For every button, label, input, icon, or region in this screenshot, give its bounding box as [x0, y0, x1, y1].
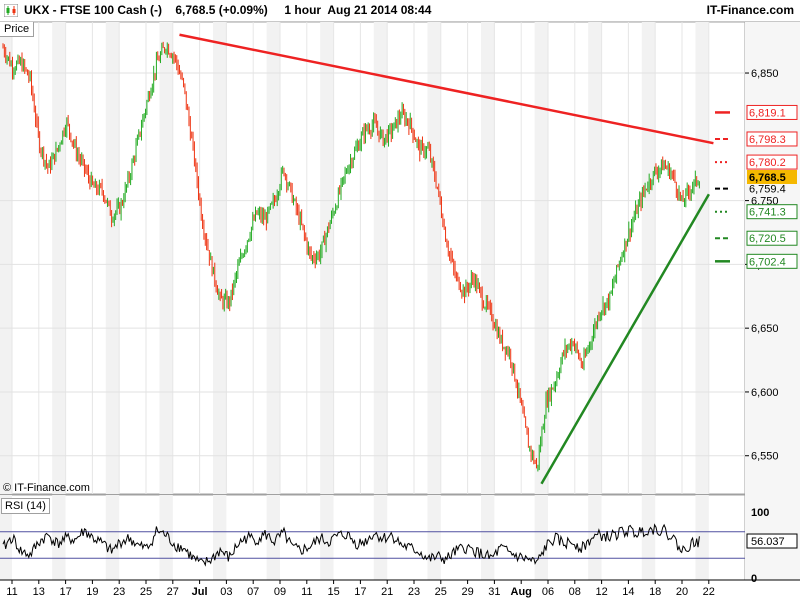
grid-band — [52, 495, 66, 580]
grid-band — [266, 22, 280, 494]
grid-band — [695, 495, 709, 580]
x-tick-label: 21 — [381, 586, 393, 598]
current-price-box — [747, 169, 797, 184]
x-tick-label: Jul — [192, 586, 208, 598]
rsi-value-box — [746, 533, 798, 549]
rsi-panel-tab[interactable]: RSI (14) — [1, 498, 50, 514]
x-tick-label: 12 — [595, 586, 607, 598]
rsi-line — [2, 523, 700, 567]
level-label: 6,759.4 — [749, 184, 786, 196]
grid-band — [481, 22, 495, 494]
copyright-label: © IT-Finance.com — [3, 482, 90, 494]
x-tick-label: 20 — [676, 586, 688, 598]
level-label: 6,819.1 — [749, 107, 786, 119]
x-tick-label: 23 — [408, 586, 420, 598]
level-box — [746, 104, 798, 120]
brand-label: IT-Finance.com — [706, 3, 794, 17]
grid-band — [427, 22, 441, 494]
level-box — [746, 131, 798, 147]
chart-title: UKX - FTSE 100 Cash (-) 6,768.5 (+0.09%)… — [24, 3, 432, 17]
grid-band — [159, 495, 173, 580]
grid-band — [588, 22, 602, 494]
support-trendline — [540, 193, 710, 485]
rsi-y-tick-label: 0 — [751, 573, 757, 585]
grid-band — [641, 22, 656, 494]
grid-band — [266, 495, 280, 580]
current-price-label: 6,768.5 — [749, 172, 786, 184]
chart-header: UKX - FTSE 100 Cash (-) 6,768.5 (+0.09%)… — [0, 0, 800, 22]
level-label: 6,741.3 — [749, 207, 786, 219]
grid-band — [588, 495, 602, 580]
grid-band — [213, 22, 227, 494]
candlestick-chart-icon — [4, 4, 18, 17]
x-tick-label: 25 — [435, 586, 447, 598]
resistance-trendline — [179, 33, 714, 145]
x-tick-label: 09 — [274, 586, 286, 598]
grid-band — [0, 495, 12, 580]
grid-band — [320, 495, 334, 580]
x-tick-label: 29 — [461, 586, 473, 598]
grid-band — [534, 495, 548, 580]
level-box — [746, 253, 798, 269]
grid-band — [641, 495, 656, 580]
level-label: 6,702.4 — [749, 256, 786, 268]
level-label: 6,780.2 — [749, 157, 786, 169]
x-tick-label: Aug — [511, 586, 532, 598]
grid-band — [213, 495, 227, 580]
level-label: 6,720.5 — [749, 233, 786, 245]
price-panel-tab[interactable]: Price — [0, 22, 35, 37]
grid-band — [695, 22, 709, 494]
grid-band — [427, 495, 441, 580]
x-tick-label: 06 — [542, 586, 554, 598]
grid-band — [52, 22, 66, 494]
y-tick-label: 6,850 — [751, 68, 779, 80]
grid-band — [373, 22, 388, 494]
grid-band — [481, 495, 495, 580]
grid-band — [534, 22, 548, 494]
level-box — [746, 230, 798, 246]
x-tick-label: 11 — [301, 586, 312, 598]
grid-band — [105, 495, 120, 580]
rsi-value-label: 56.037 — [751, 536, 785, 548]
y-tick-label: 6,650 — [751, 323, 779, 335]
x-tick-label: 13 — [33, 586, 45, 598]
grid-band — [105, 22, 120, 494]
x-tick-label: 23 — [113, 586, 125, 598]
x-tick-label: 22 — [703, 586, 715, 598]
level-label: 6,798.3 — [749, 134, 786, 146]
x-tick-label: 17 — [59, 586, 71, 598]
x-tick-label: 17 — [354, 586, 366, 598]
grid-band — [0, 22, 12, 494]
x-tick-label: 14 — [622, 586, 634, 598]
x-tick-label: 08 — [569, 586, 581, 598]
x-tick-label: 18 — [649, 586, 661, 598]
x-tick-label: 27 — [167, 586, 179, 598]
grid-band — [320, 22, 334, 494]
y-tick-label: 6,600 — [751, 387, 779, 399]
level-box — [746, 154, 798, 170]
x-tick-label: 31 — [488, 586, 500, 598]
rsi-y-tick-label: 100 — [751, 507, 769, 519]
x-tick-label: 11 — [6, 586, 17, 598]
x-tick-label: 03 — [220, 586, 232, 598]
x-tick-label: 15 — [327, 586, 339, 598]
grid-band — [159, 22, 173, 494]
y-tick-label: 6,550 — [751, 451, 779, 463]
x-tick-label: 25 — [140, 586, 152, 598]
x-tick-label: 19 — [86, 586, 98, 598]
level-box — [746, 204, 798, 220]
x-tick-label: 07 — [247, 586, 259, 598]
